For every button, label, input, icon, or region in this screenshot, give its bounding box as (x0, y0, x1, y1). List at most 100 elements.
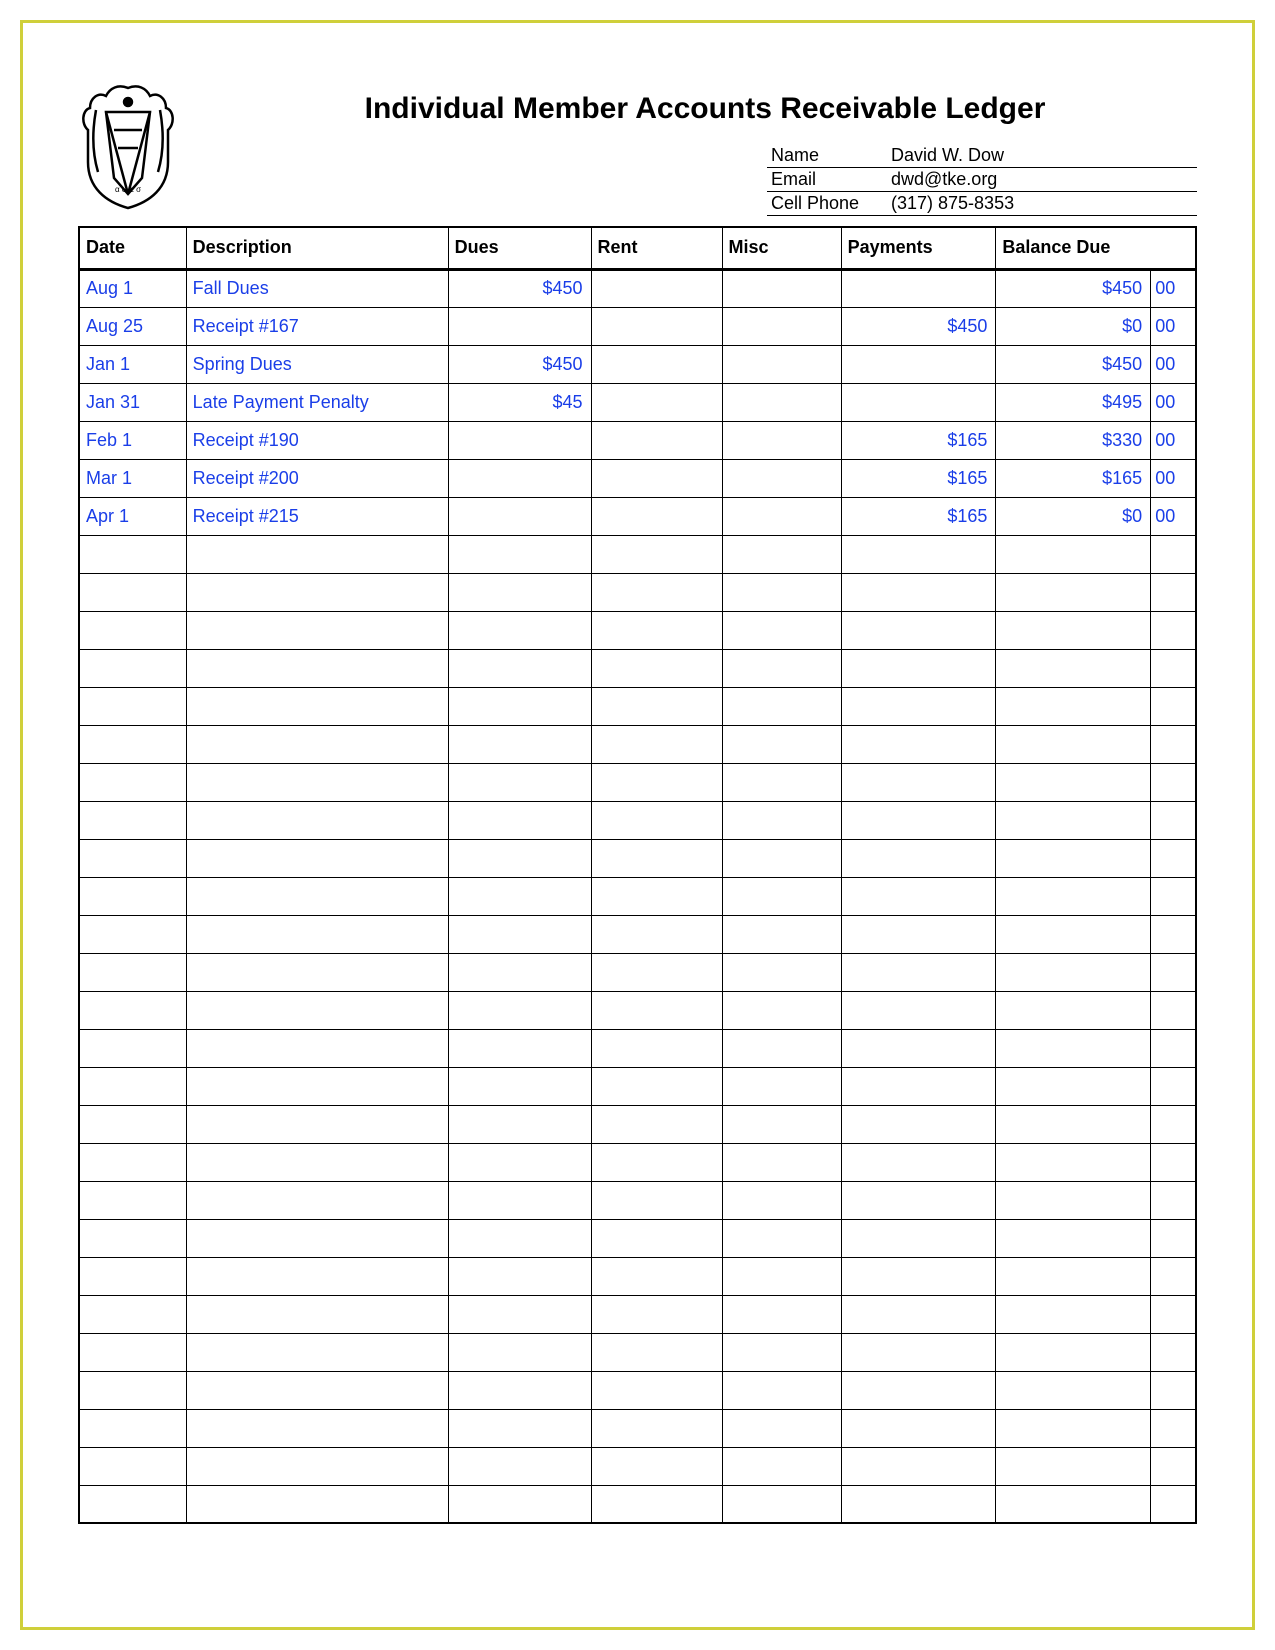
cell-description (186, 1143, 448, 1181)
cell-cents (1151, 839, 1196, 877)
cell-dues: $450 (448, 345, 591, 383)
cell-payments (841, 1067, 996, 1105)
cell-misc (722, 839, 841, 877)
contact-row-email: Email dwd@tke.org (767, 168, 1197, 192)
cell-payments (841, 269, 996, 307)
cell-cents (1151, 1485, 1196, 1523)
cell-date (79, 1181, 186, 1219)
cell-misc (722, 801, 841, 839)
cell-cents (1151, 725, 1196, 763)
cell-dues (448, 1181, 591, 1219)
cell-rent (591, 269, 722, 307)
cell-dues (448, 573, 591, 611)
cell-payments (841, 611, 996, 649)
table-header-row: Date Description Dues Rent Misc Payments… (79, 227, 1196, 269)
page-frame: α ω ε σ Individual Member Accounts Recei… (20, 20, 1255, 1630)
cell-date (79, 1257, 186, 1295)
cell-cents: 00 (1151, 269, 1196, 307)
cell-date (79, 915, 186, 953)
cell-rent (591, 1295, 722, 1333)
cell-cents (1151, 573, 1196, 611)
cell-cents (1151, 801, 1196, 839)
table-row (79, 1371, 1196, 1409)
cell-description (186, 1295, 448, 1333)
cell-balance (996, 1181, 1151, 1219)
cell-dues (448, 1219, 591, 1257)
cell-misc (722, 459, 841, 497)
cell-dues (448, 535, 591, 573)
table-row (79, 915, 1196, 953)
cell-balance (996, 1333, 1151, 1371)
cell-misc (722, 1485, 841, 1523)
cell-payments (841, 1447, 996, 1485)
cell-description (186, 1219, 448, 1257)
cell-dues (448, 1257, 591, 1295)
cell-dues (448, 1295, 591, 1333)
cell-cents (1151, 611, 1196, 649)
cell-date (79, 687, 186, 725)
cell-rent (591, 307, 722, 345)
cell-cents (1151, 1447, 1196, 1485)
cell-cents (1151, 535, 1196, 573)
table-row (79, 573, 1196, 611)
cell-rent (591, 1333, 722, 1371)
cell-description (186, 687, 448, 725)
cell-rent (591, 1219, 722, 1257)
cell-payments (841, 1181, 996, 1219)
cell-dues (448, 611, 591, 649)
cell-description (186, 763, 448, 801)
cell-date (79, 1219, 186, 1257)
table-row (79, 1067, 1196, 1105)
cell-dues (448, 839, 591, 877)
cell-date (79, 649, 186, 687)
cell-dues (448, 1447, 591, 1485)
table-row (79, 1181, 1196, 1219)
cell-rent (591, 383, 722, 421)
cell-payments: $165 (841, 421, 996, 459)
svg-text:α ω ε σ: α ω ε σ (115, 185, 141, 194)
table-row: Feb 1Receipt #190$165$33000 (79, 421, 1196, 459)
cell-rent (591, 649, 722, 687)
cell-rent (591, 953, 722, 991)
cell-description: Receipt #215 (186, 497, 448, 535)
cell-balance (996, 801, 1151, 839)
cell-description (186, 1447, 448, 1485)
col-balance-due: Balance Due (996, 227, 1196, 269)
cell-balance (996, 1295, 1151, 1333)
cell-payments: $450 (841, 307, 996, 345)
page-title: Individual Member Accounts Receivable Le… (213, 92, 1197, 126)
cell-dues (448, 1333, 591, 1371)
cell-rent (591, 1029, 722, 1067)
cell-rent (591, 535, 722, 573)
cell-cents (1151, 1295, 1196, 1333)
cell-misc (722, 573, 841, 611)
cell-payments (841, 1485, 996, 1523)
cell-payments (841, 383, 996, 421)
cell-rent (591, 1371, 722, 1409)
cell-dues (448, 1371, 591, 1409)
cell-description (186, 725, 448, 763)
cell-description (186, 1181, 448, 1219)
cell-description (186, 1371, 448, 1409)
table-row (79, 763, 1196, 801)
cell-description (186, 649, 448, 687)
contact-phone-value: (317) 875-8353 (891, 193, 1193, 214)
cell-description (186, 801, 448, 839)
cell-cents (1151, 649, 1196, 687)
cell-description (186, 535, 448, 573)
cell-misc (722, 1067, 841, 1105)
col-date: Date (79, 227, 186, 269)
table-row (79, 1029, 1196, 1067)
cell-cents (1151, 1067, 1196, 1105)
table-row: Jan 31Late Payment Penalty$45$49500 (79, 383, 1196, 421)
col-rent: Rent (591, 227, 722, 269)
cell-misc (722, 991, 841, 1029)
cell-balance (996, 953, 1151, 991)
cell-payments (841, 1219, 996, 1257)
cell-rent (591, 1181, 722, 1219)
cell-description (186, 953, 448, 991)
cell-cents (1151, 1257, 1196, 1295)
cell-dues: $450 (448, 269, 591, 307)
cell-date (79, 877, 186, 915)
contact-row-phone: Cell Phone (317) 875-8353 (767, 192, 1197, 216)
